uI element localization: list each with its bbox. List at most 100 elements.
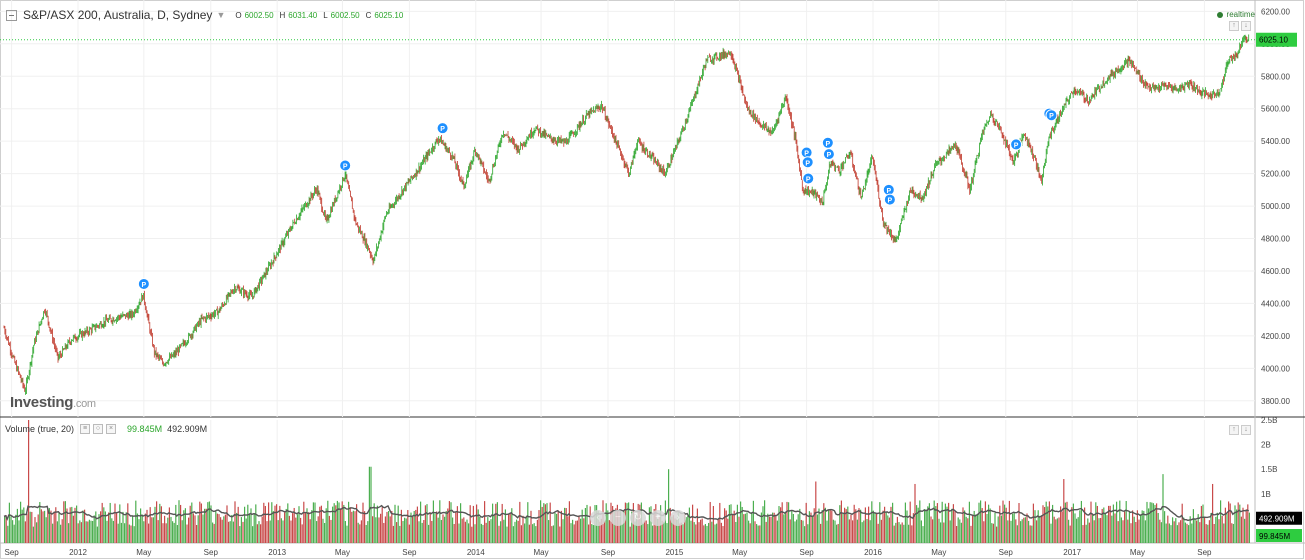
volume-bar [564, 507, 566, 543]
volume-bar [1172, 517, 1174, 543]
volume-bar [311, 510, 313, 543]
volume-bar [599, 521, 601, 543]
volume-bar [770, 516, 772, 543]
volume-bar [512, 526, 514, 543]
volume-bar [154, 506, 156, 543]
volume-bar [818, 508, 820, 543]
volume-bar [333, 503, 335, 543]
volume-bar [525, 516, 527, 543]
volume-bar [501, 503, 503, 543]
volume-bar [1061, 511, 1063, 543]
volume-bar [1168, 523, 1170, 543]
volume-bar [199, 501, 201, 543]
volume-bar [1216, 512, 1218, 543]
scroll-right-icon[interactable]: › [670, 510, 686, 526]
volume-bar [372, 516, 374, 543]
chevron-down-icon[interactable]: ▼ [216, 10, 226, 20]
volume-bar [522, 515, 524, 543]
volume-bar [592, 525, 594, 543]
volume-bar [184, 508, 186, 543]
volume-bar [716, 523, 718, 543]
volume-bar [10, 516, 12, 543]
volume-bar [757, 525, 759, 543]
volume-bar [1140, 515, 1142, 543]
scroll-left-icon[interactable]: ‹ [590, 510, 606, 526]
volume-bar [1120, 517, 1122, 543]
volume-bar [1208, 520, 1210, 543]
volume-bar [1160, 522, 1162, 543]
pane-up-icon[interactable]: ↑ [1229, 21, 1239, 31]
volume-bar [805, 502, 807, 543]
volume-bar [15, 514, 17, 543]
volume-bar [324, 523, 326, 543]
volume-bar [996, 526, 998, 543]
volume-bar [693, 522, 695, 543]
volume-bar [1175, 518, 1177, 543]
volume-bar [1128, 511, 1130, 543]
volume-bar [290, 520, 292, 543]
volume-bar [223, 516, 225, 543]
chart-navigation: ‹ − ↻ + › [590, 510, 686, 526]
volume-bar [549, 502, 551, 543]
volume-bar [447, 508, 449, 543]
volume-bar [152, 517, 154, 543]
volume-bar [389, 516, 391, 543]
volume-bar [493, 514, 495, 543]
volume-bar [34, 517, 36, 543]
volume-bar [940, 522, 942, 543]
volume-bar [74, 507, 76, 543]
volume-bar [175, 504, 177, 543]
volume-bar [1028, 520, 1030, 543]
volume-bar [1143, 510, 1145, 543]
volume-bar [882, 510, 884, 543]
volume-bar [1109, 505, 1111, 543]
volume-bar [960, 522, 962, 543]
volume-bar [92, 520, 94, 543]
volume-bar [1210, 512, 1212, 543]
volume-bar [1157, 513, 1159, 543]
collapse-icon[interactable] [6, 9, 17, 21]
volume-bar [468, 523, 470, 543]
volume-bar [31, 511, 33, 543]
volume-bar [789, 519, 791, 543]
pane-down-icon[interactable]: ↓ [1241, 21, 1251, 31]
volume-bar [698, 522, 700, 543]
volume-pane-up-icon[interactable]: ↑ [1229, 425, 1239, 435]
volume-bar [972, 514, 974, 543]
volume-bar [165, 523, 167, 543]
volume-hide-icon[interactable]: ○ [93, 424, 104, 434]
zoom-out-icon[interactable]: − [610, 510, 626, 526]
volume-bar [1205, 524, 1207, 543]
volume-bar [444, 516, 446, 543]
volume-close-icon[interactable]: × [106, 424, 117, 434]
volume-bar [1148, 508, 1150, 543]
volume-bar [400, 509, 402, 543]
volume-bar [93, 515, 95, 543]
volume-bar [1024, 517, 1026, 543]
volume-bar [608, 520, 610, 543]
volume-bar [23, 507, 25, 543]
volume-bar [359, 524, 361, 543]
reset-icon[interactable]: ↻ [630, 510, 646, 526]
volume-bar [840, 500, 842, 543]
volume-bar [943, 522, 945, 543]
volume-bar [1072, 503, 1074, 543]
volume-bar [303, 501, 305, 543]
volume-bar [376, 505, 378, 543]
volume-bar [328, 515, 330, 543]
volume-bar [1002, 500, 1004, 543]
volume-bar [282, 520, 284, 543]
volume-pane-down-icon[interactable]: ↓ [1241, 425, 1251, 435]
volume-bar [1188, 525, 1190, 543]
volume-bar [88, 519, 90, 543]
volume-bar [1093, 520, 1095, 543]
y-tick-label: 4400.00 [1261, 299, 1290, 308]
zoom-in-icon[interactable]: + [650, 510, 666, 526]
volume-bar [650, 506, 652, 543]
volume-settings-icon[interactable]: ≡ [80, 424, 91, 434]
volume-bar [559, 526, 561, 543]
volume-bar [668, 469, 670, 543]
volume-bar [280, 518, 282, 543]
volume-bar [959, 519, 961, 543]
